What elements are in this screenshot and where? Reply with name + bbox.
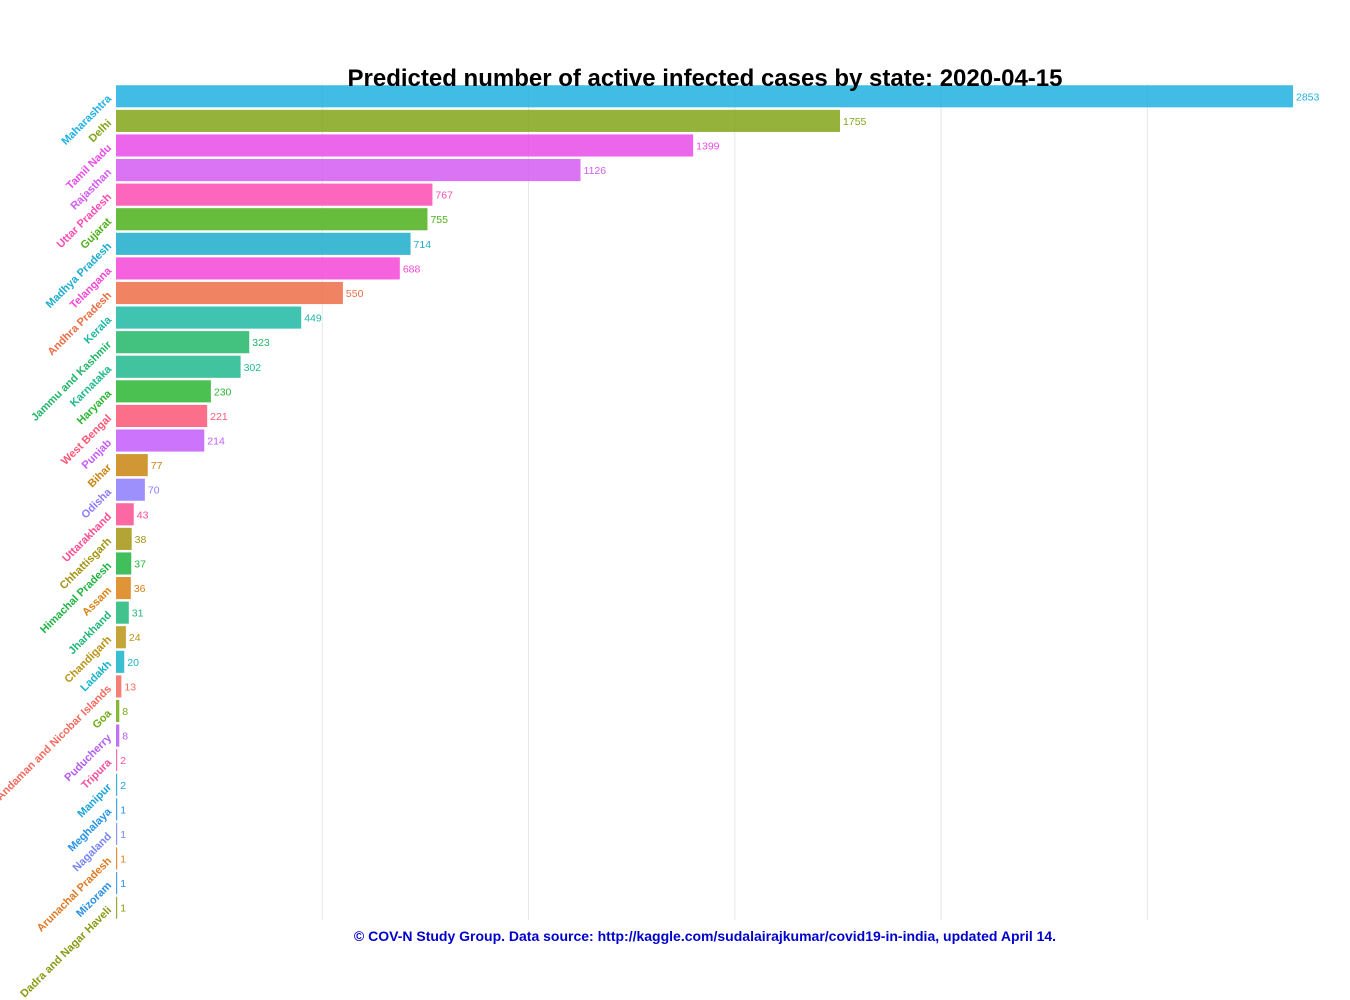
bar-manipur [116,773,118,796]
gridlines [321,84,1148,920]
bar-telangana [116,257,400,280]
value-label-jharkhand: 31 [132,608,144,620]
bar-ladakh [116,650,125,673]
value-label-telangana: 688 [403,263,421,275]
bar-maharashtra [116,85,1293,108]
value-label-punjab: 214 [207,436,225,448]
value-label-manipur: 2 [120,780,126,792]
value-label-maharashtra: 2853 [1296,91,1320,103]
bar-karnataka [116,355,241,378]
bar-delhi [116,109,841,132]
bar-chandigarh [116,626,126,649]
bar-puducherry [116,724,120,747]
bar-dadra-and-nagar-haveli [116,896,118,919]
value-label-haryana: 230 [214,386,232,398]
bar-andaman-and-nicobar-islands [116,675,122,698]
bars: 2853 1755 1399 1126 767 755 714 688 550 449 323 302… [116,85,1320,919]
bar-goa [116,699,120,723]
value-label-gujarat: 755 [430,214,448,226]
value-label-arunachal-pradesh: 1 [120,854,126,866]
value-label-nagaland: 1 [120,829,126,841]
value-label-meghalaya: 1 [120,804,126,816]
value-label-mizoram: 1 [120,878,126,890]
value-label-himachal-pradesh: 37 [134,558,146,570]
value-label-uttar-pradesh: 767 [435,190,453,202]
chart-caption: © COV-N Study Group. Data source: http:/… [354,928,1056,944]
category-label-dadra-and-nagar-haveli: Dadra and Nagar Haveli [18,904,114,1000]
value-label-dadra-and-nagar-haveli: 1 [120,903,126,915]
value-label-kerala: 449 [304,313,322,325]
bar-madhya-pradesh [116,232,411,255]
bar-west-bengal [116,404,208,428]
bar-uttar-pradesh [116,183,433,206]
bar-jharkhand [116,601,129,624]
value-label-karnataka: 302 [244,362,262,374]
value-label-bihar: 77 [151,460,163,472]
value-label-ladakh: 20 [127,657,139,669]
bar-meghalaya [116,798,118,821]
value-label-andaman-and-nicobar-islands: 13 [124,681,136,693]
bar-odisha [116,478,145,501]
bar-jammu-and-kashmir [116,331,250,354]
value-label-madhya-pradesh: 714 [414,239,432,251]
value-label-andhra-pradesh: 550 [346,288,364,300]
value-label-delhi: 1755 [843,116,867,128]
bar-andhra-pradesh [116,281,343,305]
value-label-uttarakhand: 43 [137,509,149,521]
value-label-odisha: 70 [148,485,160,497]
value-label-chandigarh: 24 [129,632,141,644]
bar-bihar [116,454,148,477]
bar-tamil-nadu [116,134,694,157]
value-label-jammu-and-kashmir: 323 [252,337,270,349]
bar-punjab [116,429,205,452]
value-label-west-bengal: 221 [210,411,228,423]
value-label-goa: 8 [122,706,128,718]
bar-arunachal-pradesh [116,847,118,870]
value-label-puducherry: 8 [122,731,128,743]
bar-himachal-pradesh [116,552,132,575]
value-label-chhattisgarh: 38 [135,534,147,546]
bar-tripura [116,749,118,772]
chart-title: Predicted number of active infected case… [348,65,1063,92]
bar-nagaland [116,822,118,846]
bar-rajasthan [116,158,581,182]
value-label-rajasthan: 1126 [584,165,607,177]
bar-mizoram [116,872,118,895]
bar-gujarat [116,208,428,231]
bar-haryana [116,380,211,403]
bar-uttarakhand [116,503,134,526]
bar-kerala [116,306,302,329]
value-label-assam: 36 [134,583,146,595]
bar-assam [116,576,131,600]
value-label-tamil-nadu: 1399 [696,140,720,152]
bar-chhattisgarh [116,527,132,550]
value-label-tripura: 2 [120,755,126,767]
